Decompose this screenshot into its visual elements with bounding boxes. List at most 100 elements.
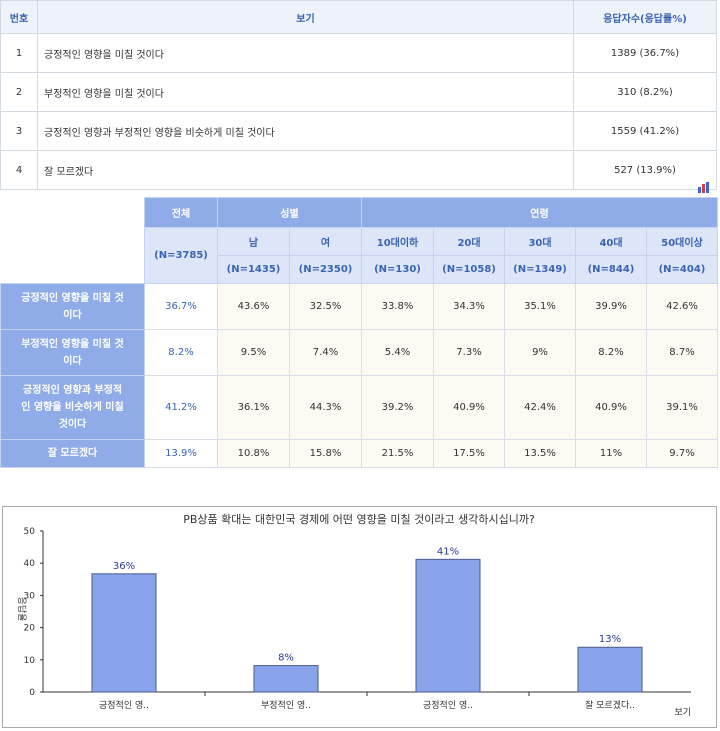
cell-value: 8.7% <box>646 329 718 376</box>
cell-value: 17.5% <box>433 439 505 468</box>
summary-row: 1 긍정적인 영향을 미칠 것이다 1389 (36.7%) <box>0 33 717 73</box>
crosstab-n-row: (N=1435) (N=2350) (N=130) (N=1058) (N=13… <box>1 255 718 284</box>
y-axis-label: 응답율 <box>16 597 28 622</box>
row-label-line: 이다 <box>63 309 82 321</box>
col-n: (N=1349) <box>504 255 576 284</box>
x-axis-label: 보기 <box>674 707 691 718</box>
total-value: 13.9% <box>144 439 218 468</box>
row-label: 부정적인 영향을 미칠 것 이다 <box>0 329 145 376</box>
y-tick-label: 10 <box>24 656 36 666</box>
cell-value: 42.6% <box>646 283 718 330</box>
col-n: (N=2350) <box>289 255 362 284</box>
crosstab-row: 잘 모르겠다 13.9% 10.8% 15.8% 21.5% 17.5% 13.… <box>0 439 718 468</box>
summary-row: 3 긍정적인 영향과 부정적인 영향을 비슷하게 미칠 것이다 1559 (41… <box>0 111 717 151</box>
summary-row: 2 부정적인 영향을 미칠 것이다 310 (8.2%) <box>0 72 717 112</box>
total-value: 41.2% <box>144 375 218 440</box>
cell-value: 35.1% <box>504 283 576 330</box>
row-count: 310 (8.2%) <box>573 72 717 112</box>
cell-value: 43.6% <box>217 283 290 330</box>
row-label: 긍정적인 영향과 부정적 인 영향을 비슷하게 미칠 것이다 <box>0 375 145 440</box>
col-label: 40대 <box>575 227 647 256</box>
cell-value: 21.5% <box>361 439 434 468</box>
cell-value: 40.9% <box>575 375 647 440</box>
row-label-line: 것이다 <box>58 419 87 430</box>
row-label-line: 잘 모르겠다 <box>47 448 98 459</box>
header-option: 보기 <box>37 0 574 34</box>
cell-value: 36.1% <box>217 375 290 440</box>
row-label-line: 인 영향을 비슷하게 미칠 <box>21 402 124 413</box>
cell-value: 9% <box>504 329 576 376</box>
bar <box>577 646 643 693</box>
crosstab-subheader-row: (N=3785) 남 여 10대이하 20대 30대 40대 50대이상 <box>1 227 718 284</box>
bar-chart: PB상품 확대는 대한민국 경제에 어떤 영향을 미칠 것이라고 생각하시십니까… <box>2 506 717 728</box>
bar-data-label: 13% <box>599 634 621 645</box>
row-label-line: 긍정적인 영향을 미칠 것 <box>21 292 124 304</box>
crosstab-row: 부정적인 영향을 미칠 것 이다 8.2% 9.5% 7.4% 5.4% 7.3… <box>0 329 718 376</box>
col-label: 30대 <box>504 227 576 256</box>
cell-value: 15.8% <box>289 439 362 468</box>
gender-header: 성별 <box>217 197 362 228</box>
cell-value: 10.8% <box>217 439 290 468</box>
row-num: 3 <box>0 111 38 151</box>
row-option: 부정적인 영향을 미칠 것이다 <box>37 72 574 112</box>
row-count: 527 (13.9%) <box>573 150 717 190</box>
summary-row: 4 잘 모르겠다 527 (13.9%) <box>0 150 717 190</box>
cell-value: 33.8% <box>361 283 434 330</box>
summary-table: 번호 보기 응답자수(응답률%) 1 긍정적인 영향을 미칠 것이다 1389 … <box>0 0 717 190</box>
x-category-label: 부정적인 영.. <box>261 699 311 711</box>
row-option: 긍정적인 영향과 부정적인 영향을 비슷하게 미칠 것이다 <box>37 111 574 151</box>
cell-value: 32.5% <box>289 283 362 330</box>
cell-value: 7.4% <box>289 329 362 376</box>
bar <box>415 558 481 693</box>
col-label: 남 <box>217 227 290 256</box>
bar <box>253 665 319 693</box>
row-option: 잘 모르겠다 <box>37 150 574 190</box>
cell-value: 11% <box>575 439 647 468</box>
total-header: 전체 <box>144 197 218 228</box>
row-label: 잘 모르겠다 <box>0 439 145 468</box>
chart-title: PB상품 확대는 대한민국 경제에 어떤 영향을 미칠 것이라고 생각하시십니까… <box>183 512 535 526</box>
crosstab-row: 긍정적인 영향과 부정적 인 영향을 비슷하게 미칠 것이다 41.2% 36.… <box>0 375 718 440</box>
corner-cell <box>0 197 145 284</box>
cell-value: 39.1% <box>646 375 718 440</box>
col-label: 10대이하 <box>361 227 434 256</box>
col-n: (N=1435) <box>217 255 290 284</box>
col-n: (N=1058) <box>433 255 505 284</box>
cell-value: 34.3% <box>433 283 505 330</box>
cell-value: 13.5% <box>504 439 576 468</box>
row-num: 1 <box>0 33 38 73</box>
crosstab-row: 긍정적인 영향을 미칠 것 이다 36.7% 43.6% 32.5% 33.8%… <box>0 283 718 330</box>
y-tick-label: 30 <box>24 591 36 601</box>
cell-value: 42.4% <box>504 375 576 440</box>
row-num: 2 <box>0 72 38 112</box>
x-category-label: 잘 모르겠다.. <box>585 699 635 711</box>
total-n: (N=3785) <box>144 227 218 284</box>
row-label: 긍정적인 영향을 미칠 것 이다 <box>0 283 145 330</box>
bar-data-label: 8% <box>278 653 294 664</box>
bar-chart-icon[interactable] <box>697 181 711 193</box>
crosstab-table: 전체 성별 연령 (N=3785) 남 여 10대이하 20대 30대 40대 … <box>0 197 718 468</box>
cell-value: 39.9% <box>575 283 647 330</box>
cell-value: 7.3% <box>433 329 505 376</box>
row-count: 1559 (41.2%) <box>573 111 717 151</box>
col-label: 여 <box>289 227 362 256</box>
cell-value: 9.7% <box>646 439 718 468</box>
col-label: 50대이상 <box>646 227 718 256</box>
crosstab-header-row: 전체 성별 연령 <box>0 197 718 284</box>
cell-value: 8.2% <box>575 329 647 376</box>
cell-value: 5.4% <box>361 329 434 376</box>
total-value: 36.7% <box>144 283 218 330</box>
col-n: (N=404) <box>646 255 718 284</box>
cell-value: 40.9% <box>433 375 505 440</box>
col-label: 20대 <box>433 227 505 256</box>
age-header: 연령 <box>361 197 718 228</box>
y-tick-label: 40 <box>24 559 36 569</box>
summary-header-row: 번호 보기 응답자수(응답률%) <box>0 0 717 34</box>
col-n: (N=844) <box>575 255 647 284</box>
header-count: 응답자수(응답률%) <box>573 0 717 34</box>
y-tick-label: 50 <box>24 527 36 537</box>
x-category-label: 긍정적인 영.. <box>99 699 149 711</box>
row-num: 4 <box>0 150 38 190</box>
row-label-line: 이다 <box>63 355 82 367</box>
y-tick-label: 0 <box>29 688 35 698</box>
